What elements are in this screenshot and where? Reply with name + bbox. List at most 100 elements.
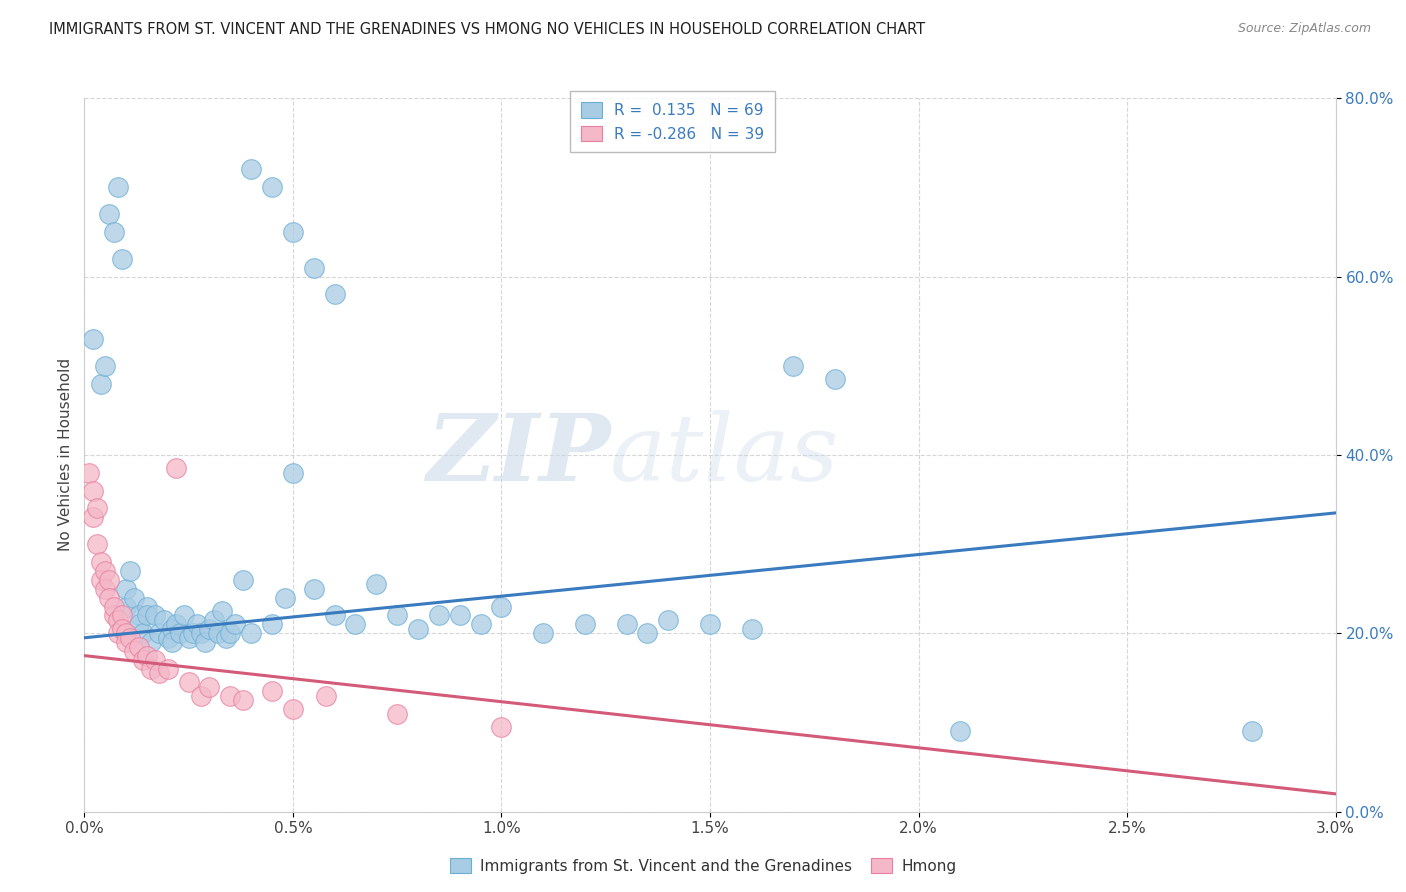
Point <box>143 608 166 623</box>
Point <box>94 359 117 373</box>
Point <box>98 207 121 221</box>
Point <box>273 591 295 605</box>
Point <box>90 573 112 587</box>
Point <box>143 653 166 667</box>
Point <box>323 287 346 301</box>
Point <box>232 693 254 707</box>
Point <box>177 675 200 690</box>
Point <box>165 617 187 632</box>
Point <box>281 466 304 480</box>
Point <box>262 180 284 194</box>
Point <box>202 613 225 627</box>
Point <box>949 724 972 739</box>
Point <box>782 359 804 373</box>
Point <box>132 653 155 667</box>
Point <box>152 613 174 627</box>
Point <box>198 622 221 636</box>
Point <box>224 617 246 632</box>
Point <box>427 608 450 623</box>
Point <box>385 706 409 721</box>
Point <box>135 608 157 623</box>
Point <box>82 332 104 346</box>
Text: Source: ZipAtlas.com: Source: ZipAtlas.com <box>1237 22 1371 36</box>
Point <box>128 617 150 632</box>
Point <box>281 702 304 716</box>
Point <box>98 591 121 605</box>
Point <box>120 564 142 578</box>
Point <box>574 617 596 632</box>
Point <box>115 599 138 614</box>
Point <box>232 573 254 587</box>
Point <box>262 684 284 698</box>
Text: ZIP: ZIP <box>426 410 610 500</box>
Point <box>139 662 162 676</box>
Point <box>741 622 763 636</box>
Point <box>82 483 104 498</box>
Point <box>406 622 429 636</box>
Point <box>135 648 157 663</box>
Point <box>115 626 138 640</box>
Point <box>94 582 117 596</box>
Point <box>323 608 346 623</box>
Point <box>86 501 108 516</box>
Point <box>181 626 204 640</box>
Point <box>156 662 179 676</box>
Point <box>177 631 200 645</box>
Point <box>115 582 138 596</box>
Point <box>315 689 337 703</box>
Point <box>824 372 846 386</box>
Point <box>132 626 155 640</box>
Point <box>531 626 554 640</box>
Point <box>103 599 125 614</box>
Point <box>160 635 183 649</box>
Point <box>82 510 104 524</box>
Point <box>103 608 125 623</box>
Point <box>240 162 263 177</box>
Point <box>190 626 212 640</box>
Point <box>366 577 388 591</box>
Point <box>215 631 238 645</box>
Point <box>90 555 112 569</box>
Point <box>128 608 150 623</box>
Point <box>262 617 284 632</box>
Point <box>186 617 208 632</box>
Point <box>169 626 191 640</box>
Point <box>637 626 659 640</box>
Point <box>160 622 183 636</box>
Point <box>449 608 471 623</box>
Point <box>173 608 195 623</box>
Point <box>240 626 263 640</box>
Point <box>344 617 367 632</box>
Point <box>657 613 679 627</box>
Point <box>94 564 117 578</box>
Point <box>128 640 150 654</box>
Point <box>491 599 513 614</box>
Point <box>139 635 162 649</box>
Point <box>385 608 409 623</box>
Y-axis label: No Vehicles in Household: No Vehicles in Household <box>58 359 73 551</box>
Point <box>470 617 492 632</box>
Legend: R =  0.135   N = 69, R = -0.286   N = 39: R = 0.135 N = 69, R = -0.286 N = 39 <box>569 92 775 153</box>
Point <box>107 626 129 640</box>
Point <box>616 617 638 632</box>
Point <box>124 591 146 605</box>
Point <box>103 225 125 239</box>
Point <box>107 613 129 627</box>
Point <box>194 635 217 649</box>
Point <box>156 631 179 645</box>
Point <box>120 631 142 645</box>
Point <box>211 604 233 618</box>
Point <box>491 720 513 734</box>
Point <box>699 617 721 632</box>
Text: IMMIGRANTS FROM ST. VINCENT AND THE GRENADINES VS HMONG NO VEHICLES IN HOUSEHOLD: IMMIGRANTS FROM ST. VINCENT AND THE GREN… <box>49 22 925 37</box>
Point <box>90 376 112 391</box>
Point <box>148 626 170 640</box>
Point <box>124 644 146 658</box>
Point <box>219 626 242 640</box>
Point <box>107 180 129 194</box>
Point <box>111 622 134 636</box>
Point <box>165 461 187 475</box>
Point <box>111 608 134 623</box>
Point <box>77 466 100 480</box>
Point <box>219 689 242 703</box>
